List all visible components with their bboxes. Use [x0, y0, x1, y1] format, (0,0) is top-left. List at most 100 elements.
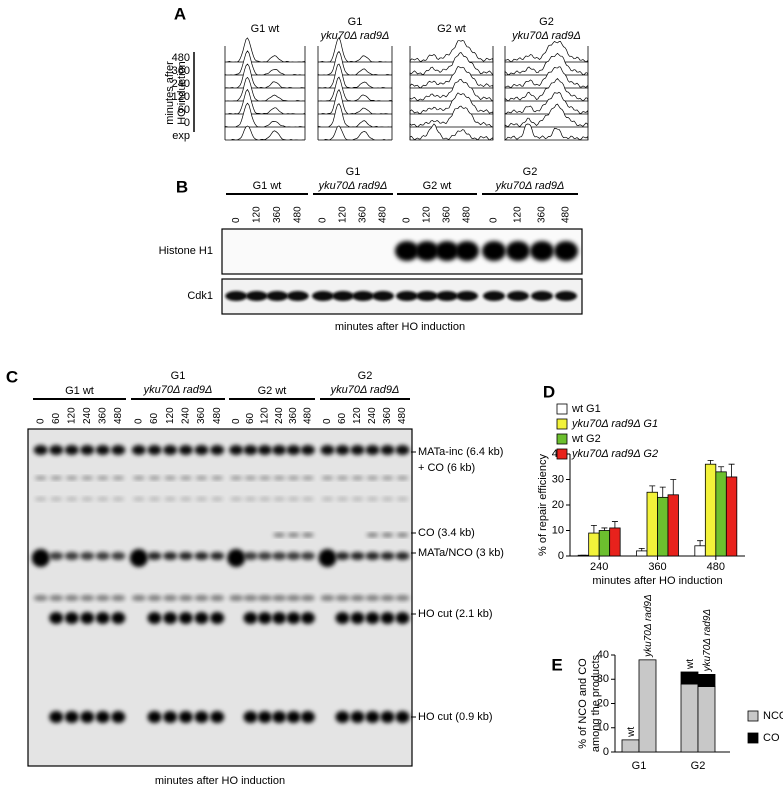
group-label: G1 wt [65, 385, 94, 397]
group-label: G2 wt [423, 180, 452, 192]
gel-band [112, 497, 125, 501]
row-label: 60 [178, 104, 190, 116]
column-label: G2 wt [437, 23, 466, 35]
gel-band [164, 476, 177, 480]
histogram-trace [317, 103, 393, 128]
bar [598, 530, 611, 557]
gel-band [49, 595, 64, 601]
histogram-trace [409, 78, 493, 102]
gel-band [301, 476, 314, 480]
gel-band [95, 445, 110, 455]
gel-band [31, 549, 50, 567]
lane-label: 120 [352, 407, 363, 424]
gel-band [287, 533, 300, 537]
gel-band [147, 445, 162, 455]
gel-band [395, 445, 410, 455]
panel-letter: A [174, 4, 186, 23]
caption: minutes after HO induction [335, 321, 465, 333]
legend-swatch [556, 418, 568, 430]
histogram-trace [409, 65, 494, 89]
gel-band [178, 552, 193, 560]
gel-band [230, 497, 243, 501]
gel-band [351, 497, 364, 501]
gel-band [178, 595, 193, 601]
gel-band [195, 476, 208, 480]
gel-band [380, 552, 395, 560]
gel-band [365, 552, 380, 560]
legend-swatch [556, 433, 568, 445]
column-label: G1 [348, 16, 363, 28]
gel-band [194, 612, 209, 624]
gel-band [164, 497, 177, 501]
gel-band [33, 445, 48, 455]
group-label: yku70Δ rad9Δ [318, 180, 388, 192]
gel-band [350, 711, 365, 723]
x-tick-label: 360 [648, 561, 666, 573]
gel-band [351, 476, 364, 480]
gel-band [350, 612, 365, 624]
blot-band [332, 291, 354, 301]
gel-band [335, 595, 350, 601]
lane-label: 0 [231, 418, 242, 424]
histogram-trace [409, 51, 494, 76]
histogram-trace [504, 52, 589, 76]
lane-label: 480 [292, 206, 303, 223]
gel-band [179, 497, 192, 501]
row-label: 240 [172, 78, 190, 90]
error-bar [601, 527, 608, 531]
error-bar [638, 547, 645, 551]
histogram-trace [504, 103, 589, 128]
gel-band [244, 476, 257, 480]
gel-band [320, 445, 335, 455]
histogram-trace [503, 123, 589, 141]
error-bar [590, 525, 597, 534]
gel-band [163, 711, 178, 723]
gel-band [395, 711, 410, 723]
gel-band [96, 497, 109, 501]
gel-band [147, 612, 162, 624]
gel-band [335, 711, 350, 723]
group-label: G2 [358, 370, 373, 382]
gel-band [65, 476, 78, 480]
y-tick-label: 30 [597, 673, 609, 685]
group-label: yku70Δ rad9Δ [495, 180, 565, 192]
gel-band [272, 552, 287, 560]
x-axis-label: minutes after HO induction [592, 575, 722, 587]
gel-band [287, 497, 300, 501]
gel-band [395, 552, 410, 560]
gel-band [380, 612, 395, 624]
blot-band [506, 241, 530, 261]
lane-label: 360 [382, 407, 393, 424]
gel-band [80, 445, 95, 455]
group-label: G1 [346, 166, 361, 178]
gel-band [178, 612, 193, 624]
gel-band [395, 595, 410, 601]
gel-band [300, 711, 315, 723]
lane-label: 240 [367, 407, 378, 424]
group-label: yku70Δ rad9Δ [143, 384, 213, 396]
gel-band [132, 476, 145, 480]
gel-band [380, 711, 395, 723]
lane-label: 360 [288, 407, 299, 424]
gel-band [321, 497, 334, 501]
gel-band [273, 476, 286, 480]
bar [694, 545, 706, 557]
gel-band [95, 612, 110, 624]
legend-swatch [747, 732, 759, 744]
gel-band [335, 445, 350, 455]
y-axis-label: among the products [590, 654, 602, 752]
bar-segment [680, 683, 699, 753]
gel-band [272, 612, 287, 624]
gel-band [300, 612, 315, 624]
blot-band [415, 241, 439, 261]
gel-band [272, 595, 287, 601]
row-label: 0 [184, 117, 190, 129]
lane-label: 360 [272, 206, 283, 223]
blot-band [372, 291, 394, 301]
gel-band [272, 445, 287, 455]
band-label: CO (3.4 kb) [418, 527, 475, 539]
blot-band [555, 291, 577, 301]
gel-band [163, 595, 178, 601]
gel-band [132, 497, 145, 501]
